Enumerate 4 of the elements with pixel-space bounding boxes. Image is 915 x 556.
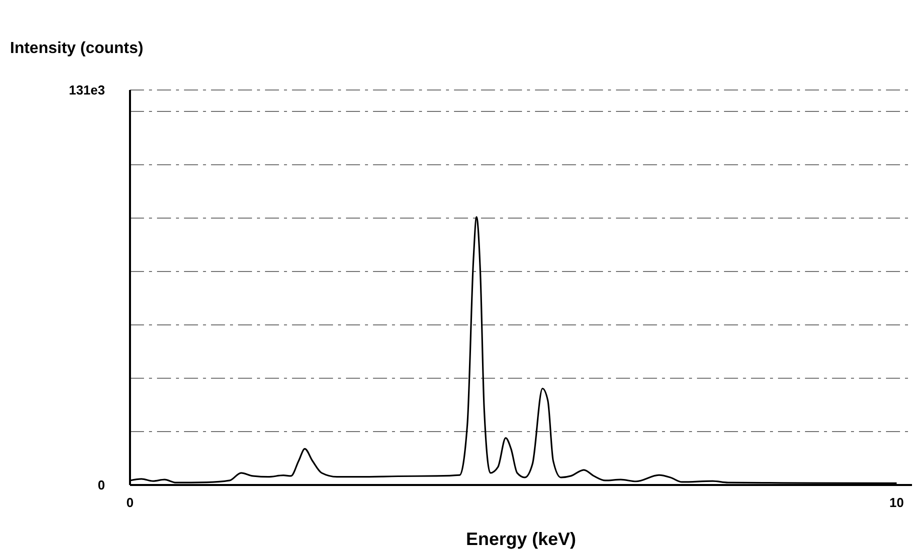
x-axis-title: Energy (keV) [466,529,576,549]
y-tick-label: 131e3 [68,82,105,98]
y-axis-title: Intensity (counts) [10,40,144,57]
x-tick-label: 10 [889,495,904,510]
